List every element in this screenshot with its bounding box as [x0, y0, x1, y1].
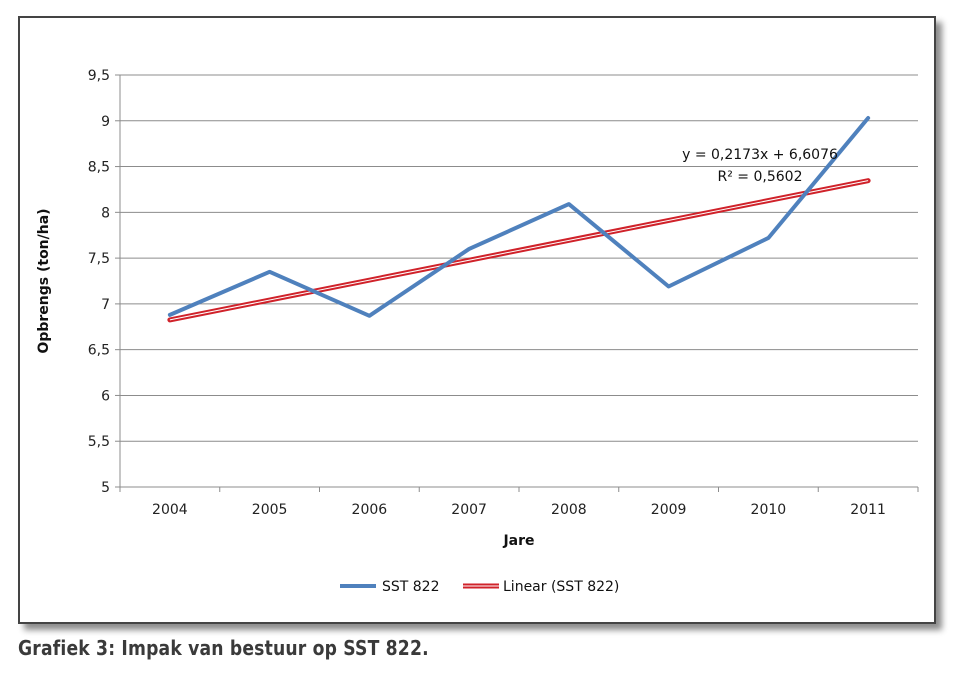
- trendline-highlight: [169, 180, 869, 321]
- y-tick-label: 6: [101, 388, 110, 404]
- grid-lines: [120, 74, 918, 442]
- legend-label-linear: Linear (SST 822): [503, 579, 619, 595]
- series-line-sst-822: [167, 116, 871, 318]
- labels: 5 5,5 6 6,5 7 7,5 8 8,5 9 9,5 2004 2005 2006 2007 2008…: [36, 68, 886, 549]
- y-tick-label: 7,5: [88, 251, 110, 267]
- y-tick-label: 8: [101, 205, 110, 221]
- line-chart: 5 5,5 6 6,5 7 7,5 8 8,5 9 9,5 2004 2005 2006 2007 2008…: [36, 68, 919, 595]
- x-tick-label: 2005: [252, 502, 288, 518]
- y-tick-label: 9: [101, 114, 110, 130]
- y-tick-label: 6,5: [88, 343, 110, 359]
- y-axis-title: Opbrengs (ton/ha): [36, 208, 52, 353]
- y-tick-label: 9,5: [88, 68, 110, 84]
- y-tick-label: 8,5: [88, 160, 110, 176]
- legend-label-sst-822: SST 822: [382, 579, 440, 595]
- y-tick-label: 7: [101, 297, 110, 313]
- series: [167, 116, 871, 323]
- x-tick-label: 2009: [651, 502, 687, 518]
- legend: SST 822 Linear (SST 822): [340, 579, 619, 595]
- figure-caption: Grafiek 3: Impak van bestuur op SST 822.: [18, 636, 429, 660]
- axes: [115, 74, 919, 492]
- x-tick-label: 2008: [551, 502, 587, 518]
- x-axis-title: Jare: [502, 533, 534, 549]
- chart-frame: 5 5,5 6 6,5 7 7,5 8 8,5 9 9,5 2004 2005 2006 2007 2008…: [18, 16, 936, 624]
- x-tick-label: 2004: [152, 502, 188, 518]
- x-tick-label: 2006: [352, 502, 388, 518]
- y-tick-label: 5: [101, 480, 110, 496]
- trendline-equation: y = 0,2173x + 6,6076: [682, 147, 838, 163]
- trendline-r-squared: R² = 0,5602: [718, 169, 803, 185]
- x-tick-label: 2010: [751, 502, 787, 518]
- y-tick-label: 5,5: [88, 434, 110, 450]
- x-tick-label: 2011: [850, 502, 886, 518]
- x-tick-label: 2007: [451, 502, 487, 518]
